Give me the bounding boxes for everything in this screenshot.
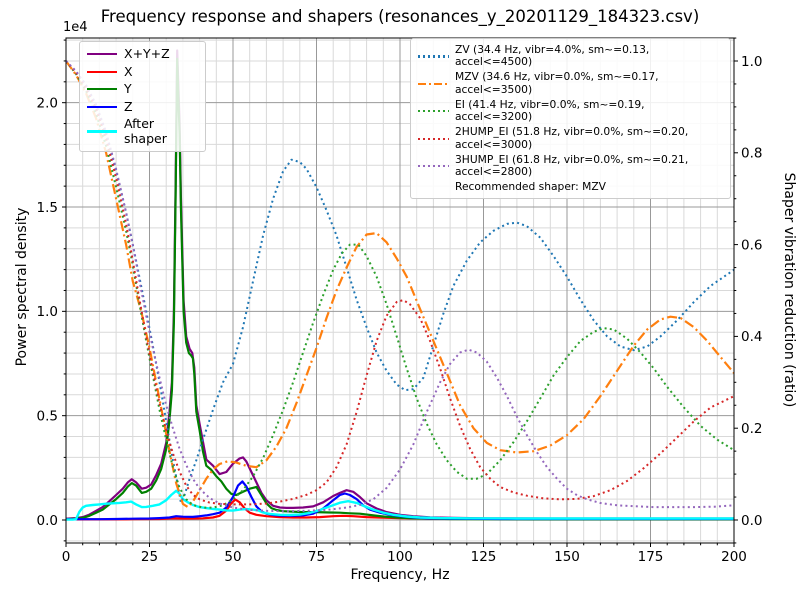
x-axis-label: Frequency, Hz — [350, 567, 450, 583]
x-tick-label: 200 — [721, 549, 747, 565]
x-tick-label: 150 — [554, 549, 580, 565]
legend-line-sample — [87, 53, 117, 56]
x-tick-label: 75 — [308, 549, 325, 565]
y-left-tick-label: 2.0 — [37, 95, 58, 111]
legend-item: After shaper — [87, 116, 198, 146]
legend-item-label: X+Y+Z — [124, 46, 170, 61]
ticks: 0 25 50 75 100 125 150 175 200 0.0 0.5 1.0 1.5 2.0 0.0… — [37, 37, 762, 565]
x-tick-label: 25 — [141, 549, 158, 565]
y-right-tick-label: 1.0 — [741, 54, 762, 70]
y-left-tick-label: 1.5 — [37, 200, 58, 216]
legend-line-sample — [87, 70, 117, 73]
x-tick-label: 175 — [638, 549, 664, 565]
y-axis-offset-label: 1e4 — [63, 20, 88, 35]
legend-item-label: Y — [124, 81, 132, 96]
legend-line-sample — [87, 88, 117, 91]
series-y — [66, 57, 734, 521]
x-tick-label: 100 — [387, 549, 413, 565]
legend-item-label: Z — [124, 98, 133, 114]
y-right-tick-label: 0.8 — [741, 146, 762, 162]
legend-line-sample — [418, 137, 449, 140]
y-axis-right-label: Shaper vibration reduction (ratio) — [781, 172, 797, 408]
y-left-tick-label: 0.5 — [37, 408, 58, 424]
legend-item-label: ZV (34.4 Hz, vibr=4.0%, sm~=0.13, accel<… — [455, 43, 650, 69]
legend-recommended-shaper: Recommended shaper: MZV — [455, 180, 606, 194]
legend-item: X — [87, 63, 198, 80]
curves — [66, 49, 734, 521]
x-tick-label: 125 — [471, 549, 497, 565]
legend-item: X+Y+Z — [87, 46, 198, 62]
chart-title: Frequency response and shapers (resonanc… — [100, 7, 700, 26]
legend-line-sample — [418, 110, 449, 113]
legend-item: 3HUMP_EI (61.8 Hz, vibr=0.0%, sm~=0.21, … — [418, 152, 723, 179]
series-3hump-ei — [66, 60, 734, 513]
x-tick-label: 0 — [62, 549, 71, 565]
legend-shapers: ZV (34.4 Hz, vibr=4.0%, sm~=0.13, accel<… — [410, 38, 731, 200]
y-right-tick-label: 0.0 — [741, 513, 762, 529]
legend-item-label: MZV (34.6 Hz, vibr=0.0%, sm~=0.17, accel… — [455, 70, 659, 96]
series-ei — [66, 60, 734, 509]
legend-item-label: X — [124, 63, 133, 79]
legend-item: Z — [87, 98, 198, 115]
y-right-tick-label: 0.6 — [741, 237, 762, 253]
legend-item: MZV (34.6 Hz, vibr=0.0%, sm~=0.17, accel… — [418, 71, 723, 96]
y-left-tick-label: 1.0 — [37, 304, 58, 320]
y-left-tick-label: 0.0 — [37, 513, 58, 529]
legend-line-sample — [418, 164, 449, 168]
series-x — [66, 498, 734, 521]
legend-item-label: After shaper — [124, 116, 167, 146]
legend-item: 2HUMP_EI (51.8 Hz, vibr=0.0%, sm~=0.20, … — [418, 126, 723, 151]
legend-item-label: 3HUMP_EI (61.8 Hz, vibr=0.0%, sm~=0.21, … — [455, 152, 689, 179]
legend-item: ZV (34.4 Hz, vibr=4.0%, sm~=0.13, accel<… — [418, 43, 723, 69]
y-right-tick-label: 0.2 — [741, 421, 762, 437]
y-axis-left-label: Power spectral density — [14, 207, 30, 367]
series-2hump-ei — [66, 60, 734, 506]
legend-line-sample — [418, 55, 449, 58]
legend-psd: X+Y+Z X Y Z After shaper — [79, 41, 206, 152]
legend-line-sample — [418, 82, 449, 85]
legend-item: EI (41.4 Hz, vibr=0.0%, sm~=0.19, accel<… — [418, 97, 723, 124]
legend-item-label: EI (41.4 Hz, vibr=0.0%, sm~=0.19, accel<… — [455, 97, 645, 124]
series-after-shaper — [66, 489, 734, 521]
x-tick-label: 50 — [224, 549, 241, 565]
legend-item: Y — [87, 81, 198, 97]
y-right-tick-label: 0.4 — [741, 329, 762, 345]
legend-line-sample — [87, 105, 117, 108]
series-x-y-z — [66, 49, 734, 520]
series-zv — [66, 60, 734, 504]
legend-line-sample — [87, 130, 117, 133]
legend-item-label: 2HUMP_EI (51.8 Hz, vibr=0.0%, sm~=0.20, … — [455, 125, 689, 151]
